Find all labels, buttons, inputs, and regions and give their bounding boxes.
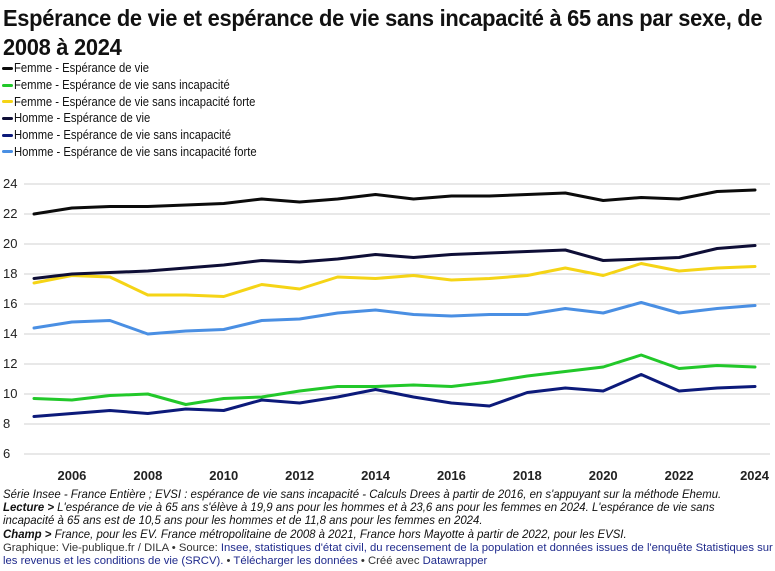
series-lines <box>32 188 757 418</box>
y-tick-label: 16 <box>3 296 17 311</box>
legend-label: Homme - Espérance de vie sans incapacité <box>14 128 231 143</box>
chart-title: Espérance de vie et espérance de vie san… <box>3 5 763 60</box>
legend-label: Homme - Espérance de vie sans incapacité… <box>14 144 257 159</box>
series-line-2 <box>32 353 757 406</box>
y-axis: 24 22 20 18 16 14 12 10 8 6 <box>3 176 17 461</box>
x-tick-label: 2006 <box>57 468 86 483</box>
legend-label: Femme - Espérance de vie <box>14 61 150 76</box>
source-link[interactable]: Insee, statistiques d'état civil, du rec… <box>3 541 773 567</box>
lecture-note-continued: incapacité à 65 ans est de 10,5 ans pour… <box>3 513 483 528</box>
legend-swatch-icon <box>2 100 13 104</box>
series-line-1 <box>32 188 757 216</box>
chart-notes: Série Insee - France Entière ; EVSI : es… <box>3 487 773 568</box>
lecture-text: L'espérance de vie à 65 ans s'élève à 19… <box>54 500 715 515</box>
legend-item: Femme - Espérance de vie sans incapacité… <box>2 93 284 110</box>
legend-label: Femme - Espérance de vie sans incapacité… <box>14 94 256 109</box>
x-tick-label: 2008 <box>133 468 162 483</box>
champ-label: Champ > <box>3 526 52 541</box>
legend-item: Homme - Espérance de vie sans incapacité… <box>2 143 284 160</box>
legend-swatch-icon <box>2 150 13 154</box>
credits-prefix: Graphique: Vie-publique.fr / DILA • Sour… <box>3 541 221 554</box>
champ-note: Champ > France, pour les EV. France métr… <box>3 526 735 541</box>
x-tick-label: 2022 <box>665 468 694 483</box>
champ-text: France, pour les EV. France métropolitai… <box>51 526 627 541</box>
x-tick-label: 2010 <box>209 468 238 483</box>
y-tick-label: 8 <box>3 416 10 431</box>
series-line-3 <box>32 262 757 298</box>
series-line-6 <box>32 301 757 336</box>
legend-item: Femme - Espérance de vie <box>2 60 284 77</box>
serie-note: Série Insee - France Entière ; EVSI : es… <box>3 487 722 501</box>
x-tick-label: 2016 <box>437 468 466 483</box>
legend-item: Femme - Espérance de vie sans incapacité <box>2 77 284 94</box>
lecture-label: Lecture > <box>3 500 55 515</box>
y-tick-label: 18 <box>3 266 17 281</box>
x-tick-label: 2014 <box>361 468 391 483</box>
legend-label: Femme - Espérance de vie sans incapacité <box>14 78 230 93</box>
separator: • <box>223 554 234 567</box>
legend-swatch-icon <box>2 133 13 137</box>
y-tick-label: 6 <box>3 446 10 461</box>
x-tick-label: 2024 <box>740 468 770 483</box>
x-tick-label: 2020 <box>589 468 618 483</box>
x-tick-label: 2018 <box>513 468 542 483</box>
lecture-note: Lecture > L'espérance de vie à 65 ans s'… <box>3 501 735 514</box>
y-tick-label: 12 <box>3 356 17 371</box>
datawrapper-link[interactable]: Datawrapper <box>422 554 488 567</box>
y-tick-label: 22 <box>3 206 17 221</box>
legend-item: Homme - Espérance de vie <box>2 110 284 127</box>
credits: Graphique: Vie-publique.fr / DILA • Sour… <box>3 542 773 568</box>
y-tick-label: 10 <box>3 386 17 401</box>
x-tick-label: 2012 <box>285 468 314 483</box>
legend-label: Homme - Espérance de vie <box>14 111 151 126</box>
y-tick-label: 20 <box>3 236 17 251</box>
legend-swatch-icon <box>2 66 13 70</box>
download-data-link[interactable]: Télécharger les données <box>233 554 358 567</box>
series-line-5 <box>32 373 757 418</box>
legend-swatch-icon <box>2 83 13 87</box>
y-tick-label: 24 <box>3 176 17 191</box>
x-axis: 2006 2008 2010 2012 2014 2016 2018 2020 2022 2024 <box>57 468 769 483</box>
legend-swatch-icon <box>2 116 13 120</box>
created-with-label: • Créé avec <box>357 554 423 567</box>
legend: Femme - Espérance de vie Femme - Espéranc… <box>2 60 284 160</box>
y-tick-label: 14 <box>3 326 17 341</box>
legend-item: Homme - Espérance de vie sans incapacité <box>2 127 284 144</box>
series-line-4 <box>32 244 757 280</box>
